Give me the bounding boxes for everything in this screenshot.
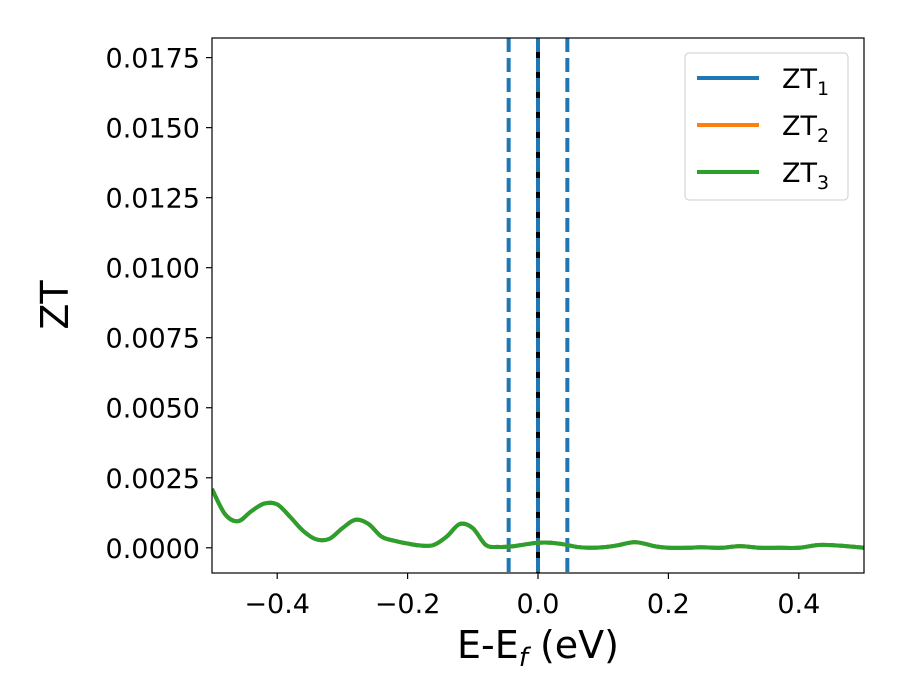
y-tick-label: 0.0075: [106, 324, 200, 355]
y-tick-label: 0.0000: [106, 534, 200, 565]
legend-label: ZT3: [782, 158, 829, 194]
series-lines: [212, 488, 864, 550]
legend-frame: [684, 52, 849, 201]
legend: ZT1 ZT2 ZT3: [684, 52, 849, 201]
x-tick-label: 0.0: [517, 589, 560, 620]
y-tick-label: 0.0150: [106, 114, 200, 145]
x-tick-label: 0.4: [777, 589, 820, 620]
series-line-zt3: [212, 488, 864, 550]
x-tick-label: −0.2: [375, 589, 441, 620]
y-tick-label: 0.0025: [106, 464, 200, 495]
y-axis: 0.0000 0.0025 0.0050 0.0075 0.0100 0.0125 0.01…: [106, 44, 212, 565]
y-tick-label: 0.0175: [106, 44, 200, 75]
y-tick-label: 0.0050: [106, 394, 200, 425]
y-tick-label: 0.0100: [106, 254, 200, 285]
y-tick-label: 0.0125: [106, 184, 200, 215]
legend-label: ZT1: [782, 64, 829, 100]
x-axis-label: E-Ef (eV): [457, 623, 619, 673]
y-axis-label: ZT: [33, 280, 77, 330]
x-axis: −0.4 −0.2 0.0 0.2 0.4: [244, 573, 820, 620]
reference-lines: [506, 38, 570, 573]
x-tick-label: −0.4: [244, 589, 310, 620]
x-tick-label: 0.2: [647, 589, 690, 620]
legend-label: ZT2: [782, 111, 829, 147]
